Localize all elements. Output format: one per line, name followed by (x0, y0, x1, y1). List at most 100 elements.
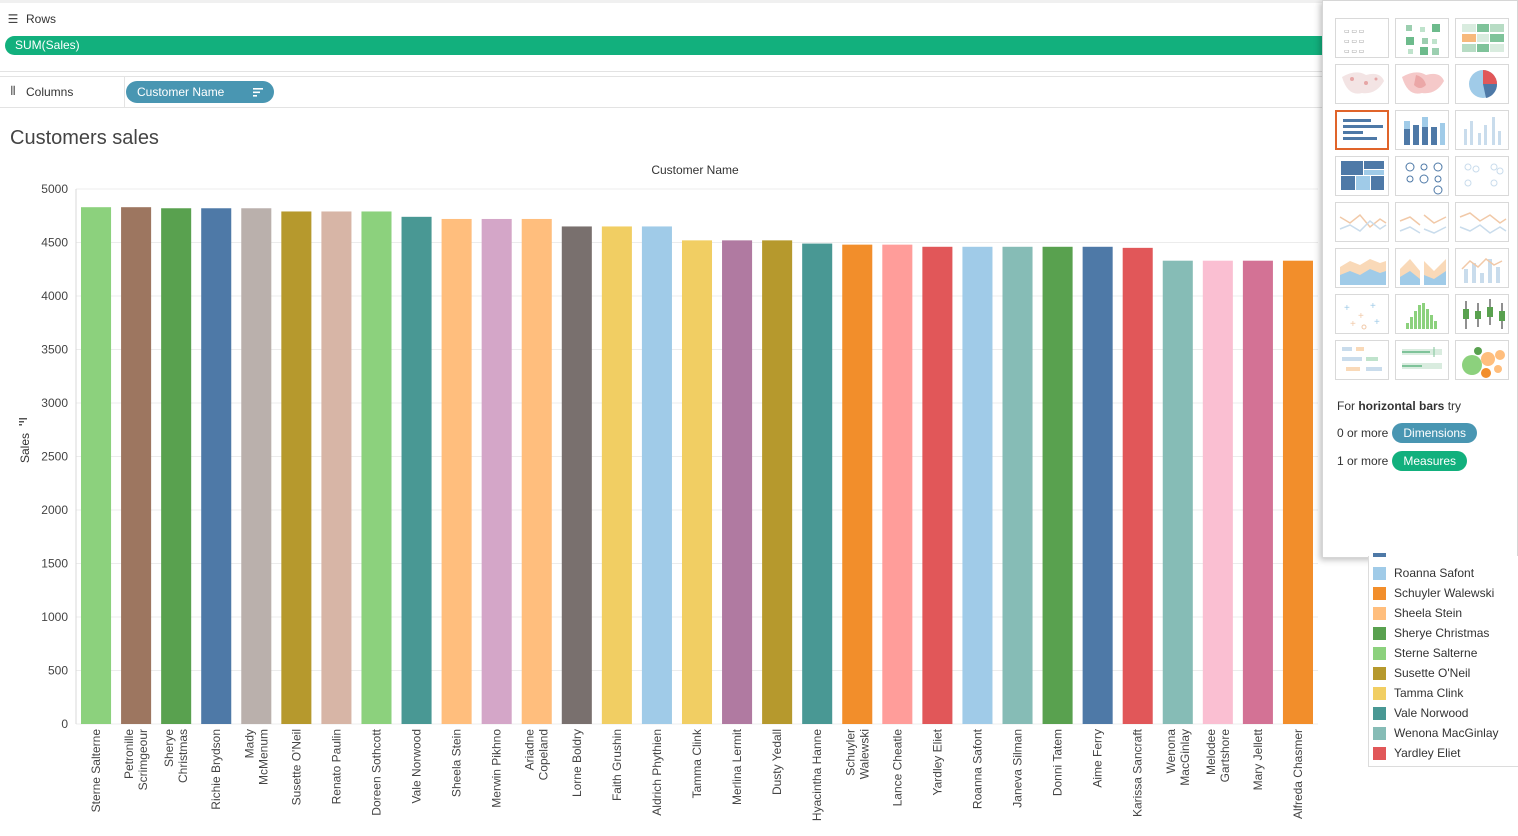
bar-hyacintha-hanne (802, 243, 833, 724)
bar-sterne-salterne (81, 207, 112, 724)
legend-item[interactable]: Schuyler Walewski (1373, 583, 1494, 603)
chart-type-filled-map[interactable] (1395, 64, 1449, 104)
legend-item[interactable]: Sterne Salterne (1373, 643, 1477, 663)
x-tick-label: Susette O'Neil (289, 729, 303, 805)
color-legend: Roanna Safont Schuyler Walewski Sheela Ste… (1368, 553, 1518, 767)
chart-type-highlight-table[interactable] (1455, 18, 1509, 58)
legend-label: Wenona MacGinlay (1394, 726, 1499, 740)
bar-petronille-scrimgeour (121, 207, 152, 724)
bar-aldrich-phythien (641, 226, 672, 724)
legend-item[interactable]: Wenona MacGinlay (1373, 723, 1499, 743)
sort-descending-icon[interactable] (252, 81, 264, 111)
hint-prefix: For (1337, 399, 1359, 413)
chart-type-dual-combination[interactable] (1455, 248, 1509, 288)
chart-type-dual-lines[interactable] (1455, 202, 1509, 242)
legend-swatch (1373, 586, 1386, 600)
x-tick-label: Aldrich Phythien (650, 729, 664, 816)
x-tick-label: Doreen Sothcott (369, 728, 383, 815)
legend-label: Sheela Stein (1394, 606, 1463, 620)
chart-type-pie-chart[interactable] (1455, 64, 1509, 104)
y-axis-title: Sales (18, 433, 32, 463)
y-tick-label: 4000 (41, 289, 68, 303)
x-tick-label: Vale Norwood (410, 729, 424, 803)
customer-name-pill[interactable]: Customer Name (126, 81, 274, 103)
chart-type-side-by-side-circles[interactable] (1455, 156, 1509, 196)
y-tick-label: 3500 (41, 343, 68, 357)
x-tick-label: MadyMcMenum (242, 729, 270, 785)
box-and-whisker-thumbnail (1463, 299, 1505, 329)
x-tick-label: PetronilleScrimgeour (122, 729, 150, 791)
stacked-bars-thumbnail (1404, 117, 1445, 145)
x-tick-label: Richie Brydson (209, 729, 223, 810)
chart-type-horizontal-bars[interactable] (1335, 110, 1389, 150)
chart-type-circle-views[interactable] (1395, 156, 1449, 196)
chart-type-symbol-map[interactable] (1335, 64, 1389, 104)
chart-type-scatter-plot[interactable]: + + + + + (1335, 294, 1389, 334)
x-tick-label: Roanna Safont (970, 728, 984, 809)
sum-sales-pill[interactable]: SUM(Sales) (5, 36, 1330, 55)
chart-type-area-continuous[interactable] (1335, 248, 1389, 288)
highlight-table-thumbnail (1462, 24, 1504, 52)
x-tick-label: Janeva Silman (1011, 729, 1025, 808)
area-continuous-thumbnail (1340, 259, 1386, 285)
chart-type-bullet-graph[interactable] (1395, 340, 1449, 380)
chart-type-heat-map[interactable] (1395, 18, 1449, 58)
legend-item[interactable]: Susette O'Neil (1373, 663, 1470, 683)
svg-text:▭ ▭ ▭: ▭ ▭ ▭ (1344, 49, 1364, 55)
y-tick-label: 1000 (41, 610, 68, 624)
bar-ariadne-copeland (521, 218, 552, 724)
legend-item[interactable]: Yardley Eliet (1373, 743, 1460, 763)
continuous-lines-thumbnail (1339, 213, 1387, 232)
chart-type-continuous-lines[interactable] (1335, 202, 1389, 242)
circle-views-thumbnail (1405, 162, 1443, 195)
chart-type-stacked-bars[interactable] (1395, 110, 1449, 150)
bar-lance-cheatle (882, 244, 913, 724)
columns-shelf: ⫴ Columns Customer Name (0, 76, 1330, 108)
bar-mady-mcmenum (241, 208, 272, 724)
legend-item[interactable]: Vale Norwood (1373, 703, 1468, 723)
discrete-lines-thumbnail (1399, 214, 1447, 234)
x-tick-label: Hyacintha Hanne (810, 729, 824, 821)
sort-bar (19, 418, 27, 420)
chart-type-box-and-whisker[interactable] (1455, 294, 1509, 334)
chart-type-text-table[interactable]: ▭ ▭ ▭ ▭ ▭ ▭ ▭ ▭ ▭ (1335, 18, 1389, 58)
x-tick-label: AriadneCopeland (523, 729, 551, 781)
side-by-side-circles-thumbnail (1464, 163, 1504, 187)
bar-schuyler-walewski (842, 244, 873, 724)
chart-type-histogram[interactable] (1395, 294, 1449, 334)
show-me-hint: For horizontal bars try (1337, 399, 1461, 413)
y-tick-label: 4500 (41, 236, 68, 250)
legend-item[interactable]: Tamma Clink (1373, 683, 1463, 703)
legend-item[interactable]: Sheela Stein (1373, 603, 1462, 623)
pie-chart-thumbnail (1469, 70, 1498, 98)
chart-type-discrete-lines[interactable] (1395, 202, 1449, 242)
legend-item[interactable]: Roanna Safont (1373, 563, 1474, 583)
x-tick-label: Aime Ferry (1091, 729, 1105, 788)
chart-type-packed-bubbles[interactable] (1455, 340, 1509, 380)
chart-type-treemap[interactable] (1335, 156, 1389, 196)
legend-swatch (1373, 606, 1386, 620)
bar-vale-norwood (401, 216, 432, 724)
chart-type-gantt-chart[interactable] (1335, 340, 1389, 380)
chart-title: Customers sales (10, 127, 159, 149)
chart-type-area-discrete[interactable] (1395, 248, 1449, 288)
columns-icon: ⫴ (10, 84, 16, 98)
x-tick-label: Faith Grushin (610, 729, 624, 801)
bar-susette-o-neil (281, 211, 312, 725)
svg-text:+: + (1358, 311, 1364, 322)
show-me-panel: ▭ ▭ ▭ ▭ ▭ ▭ ▭ ▭ ▭ + + + + + For horizontal bars… (1322, 0, 1518, 558)
chart-type-side-by-side-bars[interactable] (1455, 110, 1509, 150)
dimensions-pill: Dimensions (1392, 423, 1478, 443)
x-tick-label: SheryeChristmas (162, 729, 190, 783)
x-tick-label: Renato Paulin (329, 729, 343, 804)
legend-item[interactable]: Sherye Christmas (1373, 623, 1489, 643)
x-tick-label: SchuylerWalewski (843, 729, 871, 779)
x-tick-label: Lance Cheatle (890, 729, 904, 807)
x-tick-label: Karissa Sancraft (1131, 728, 1145, 817)
dual-combination-thumbnail (1461, 258, 1503, 283)
scatter-plot-thumbnail: ++++ + (1344, 301, 1380, 330)
legend-swatch (1373, 686, 1386, 700)
sort-bar (19, 421, 24, 423)
x-tick-label: Tamma Clink (690, 728, 704, 798)
bar-faith-grushin (601, 226, 632, 724)
